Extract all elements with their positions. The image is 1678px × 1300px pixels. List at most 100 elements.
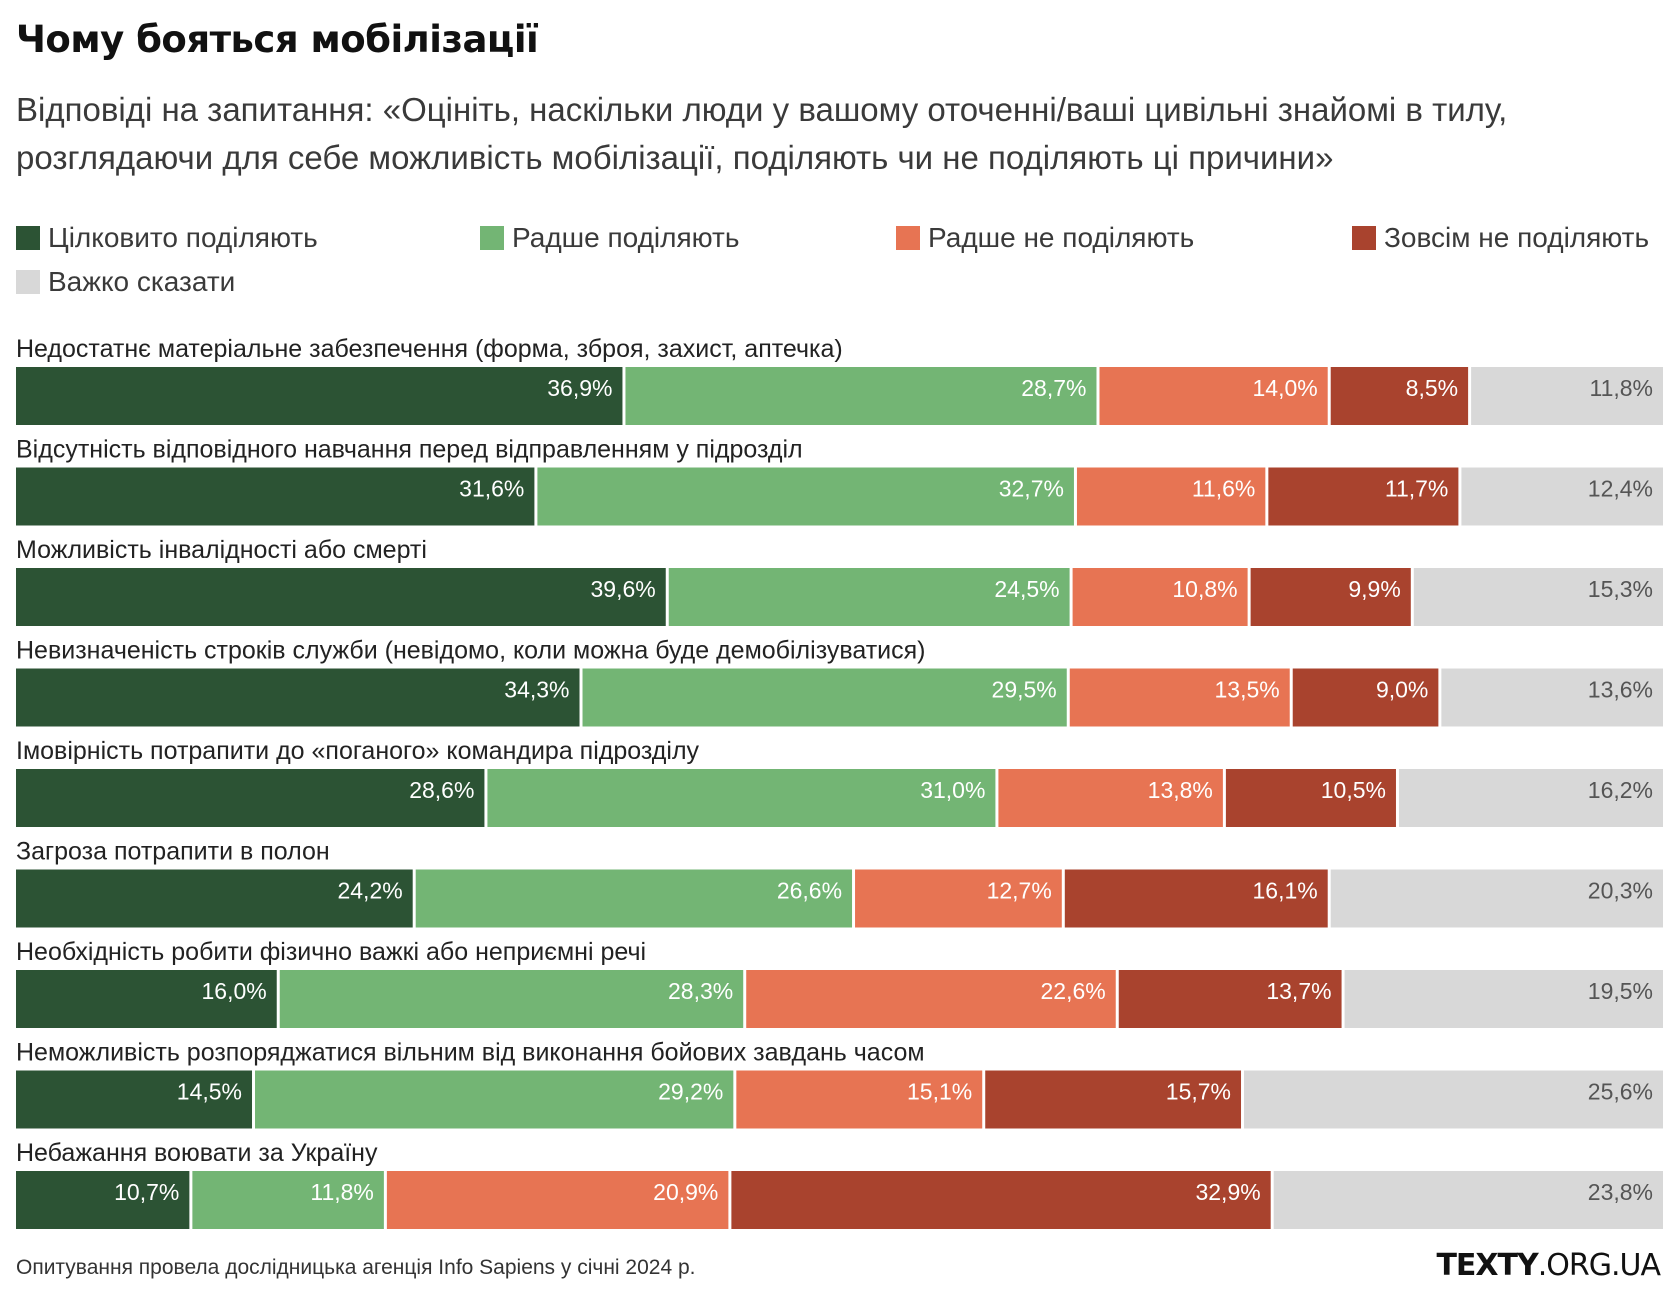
legend-label: Цілковито поділяють: [48, 222, 318, 253]
bar-segment: [386, 1171, 729, 1229]
chart-subtitle: Відповіді на запитання: «Оцініть, наскіл…: [16, 91, 1508, 176]
bar-segment: [1250, 568, 1411, 626]
data-label: 31,0%: [920, 777, 985, 803]
chart-title: Чому бояться мобілізації: [16, 18, 539, 61]
bar-segment: [1292, 668, 1439, 727]
bar-segment: [1118, 970, 1342, 1028]
bar-segment: [1268, 467, 1459, 526]
bar-segment: [736, 1070, 983, 1129]
legend: Цілковито поділяють Радше поділяють Радше …: [16, 220, 1666, 320]
legend-label: Радше не поділяють: [928, 222, 1195, 253]
bar-segment: [537, 467, 1074, 526]
data-label: 10,7%: [114, 1179, 179, 1205]
category-label: Імовірність потрапити до «поганого» кома…: [16, 737, 700, 765]
data-label: 24,2%: [337, 878, 402, 904]
data-label: 11,8%: [1589, 375, 1653, 401]
bar-segment: [746, 970, 1116, 1028]
data-label: 10,8%: [1172, 576, 1237, 602]
data-label: 23,8%: [1588, 1179, 1653, 1205]
data-label: 15,7%: [1166, 1079, 1231, 1105]
bar-segment: [16, 467, 535, 526]
category-label: Недостатнє матеріальне забезпечення (фор…: [16, 335, 843, 363]
bar-segment: [16, 568, 666, 626]
legend-item: Радше не поділяють: [896, 220, 1194, 256]
bar-segment: [255, 1070, 734, 1129]
bar-segment: [1330, 367, 1469, 425]
data-label: 14,5%: [177, 1079, 242, 1105]
brand-rest: .ORG.UA: [1537, 1248, 1661, 1283]
legend-item: Цілковито поділяють: [16, 220, 318, 256]
data-label: 11,8%: [310, 1179, 374, 1205]
data-label: 22,6%: [1041, 978, 1106, 1004]
bar-segment: [1413, 568, 1663, 626]
legend-swatch: [1352, 226, 1376, 250]
bar-segment: [1099, 367, 1328, 425]
data-label: 25,6%: [1588, 1079, 1653, 1105]
data-label: 10,5%: [1321, 777, 1386, 803]
data-label: 14,0%: [1252, 375, 1317, 401]
bar-segment: [1069, 668, 1290, 727]
legend-item: Зовсім не поділяють: [1352, 220, 1649, 256]
source-note: Опитування провела дослідницька агенція …: [16, 1256, 696, 1279]
brand-logo[interactable]: TEXTY.ORG.UA: [1436, 1248, 1661, 1283]
bar-segment: [1064, 869, 1328, 928]
data-label: 31,6%: [459, 476, 524, 502]
bar-segment: [985, 1070, 1242, 1129]
bar-segment: [279, 970, 744, 1028]
bar-segment: [16, 1171, 190, 1229]
data-label: 28,6%: [409, 777, 474, 803]
bar-segment: [16, 1070, 253, 1129]
legend-swatch: [16, 270, 40, 294]
bar-segment: [998, 769, 1223, 827]
data-label: 12,7%: [987, 878, 1052, 904]
brand-bold: TEXTY: [1436, 1248, 1538, 1283]
data-label: 16,1%: [1252, 878, 1317, 904]
bar-segment: [16, 970, 277, 1028]
bar-segment: [487, 769, 996, 827]
category-label: Загроза потрапити в полон: [16, 838, 330, 866]
bar-segment: [16, 769, 485, 827]
legend-swatch: [480, 226, 504, 250]
category-label: Небажання воювати за Україну: [16, 1139, 378, 1167]
data-label: 20,3%: [1588, 878, 1653, 904]
bar-segment: [16, 367, 623, 425]
data-label: 26,6%: [777, 878, 842, 904]
bar-segment: [1471, 367, 1663, 425]
data-label: 16,0%: [202, 978, 267, 1004]
data-label: 32,9%: [1195, 1179, 1260, 1205]
data-label: 9,0%: [1376, 677, 1428, 703]
data-label: 13,8%: [1148, 777, 1213, 803]
category-label: Неможливість розпоряджатися вільним від …: [16, 1039, 925, 1067]
data-label: 36,9%: [547, 375, 612, 401]
data-label: 20,9%: [653, 1179, 718, 1205]
bar-segment: [192, 1171, 384, 1229]
data-label: 12,4%: [1588, 476, 1653, 502]
bar-segment: [1330, 869, 1663, 928]
data-label: 13,5%: [1215, 677, 1280, 703]
bar-segment: [1273, 1171, 1663, 1229]
data-label: 24,5%: [994, 576, 1059, 602]
data-label: 15,1%: [907, 1079, 972, 1105]
bar-segment: [1461, 467, 1663, 526]
data-label: 29,5%: [992, 677, 1057, 703]
data-label: 11,7%: [1385, 476, 1449, 502]
data-label: 13,7%: [1266, 978, 1331, 1004]
data-label: 11,6%: [1192, 476, 1256, 502]
data-label: 28,3%: [668, 978, 733, 1004]
data-label: 19,5%: [1588, 978, 1653, 1004]
legend-item: Важко сказати: [16, 264, 235, 300]
legend-swatch: [16, 226, 40, 250]
legend-label: Важко сказати: [48, 266, 236, 297]
bar-segment: [668, 568, 1070, 626]
bar-segment: [16, 869, 413, 928]
bar-segment: [1398, 769, 1663, 827]
legend-item: Радше поділяють: [480, 220, 739, 256]
data-label: 16,2%: [1588, 777, 1653, 803]
category-label: Можливість інвалідності або смерті: [16, 536, 427, 564]
data-label: 29,2%: [658, 1079, 723, 1105]
bar-segment: [1441, 668, 1663, 727]
legend-swatch: [896, 226, 920, 250]
legend-label: Зовсім не поділяють: [1384, 222, 1650, 253]
data-label: 13,6%: [1588, 677, 1653, 703]
data-label: 34,3%: [504, 677, 569, 703]
